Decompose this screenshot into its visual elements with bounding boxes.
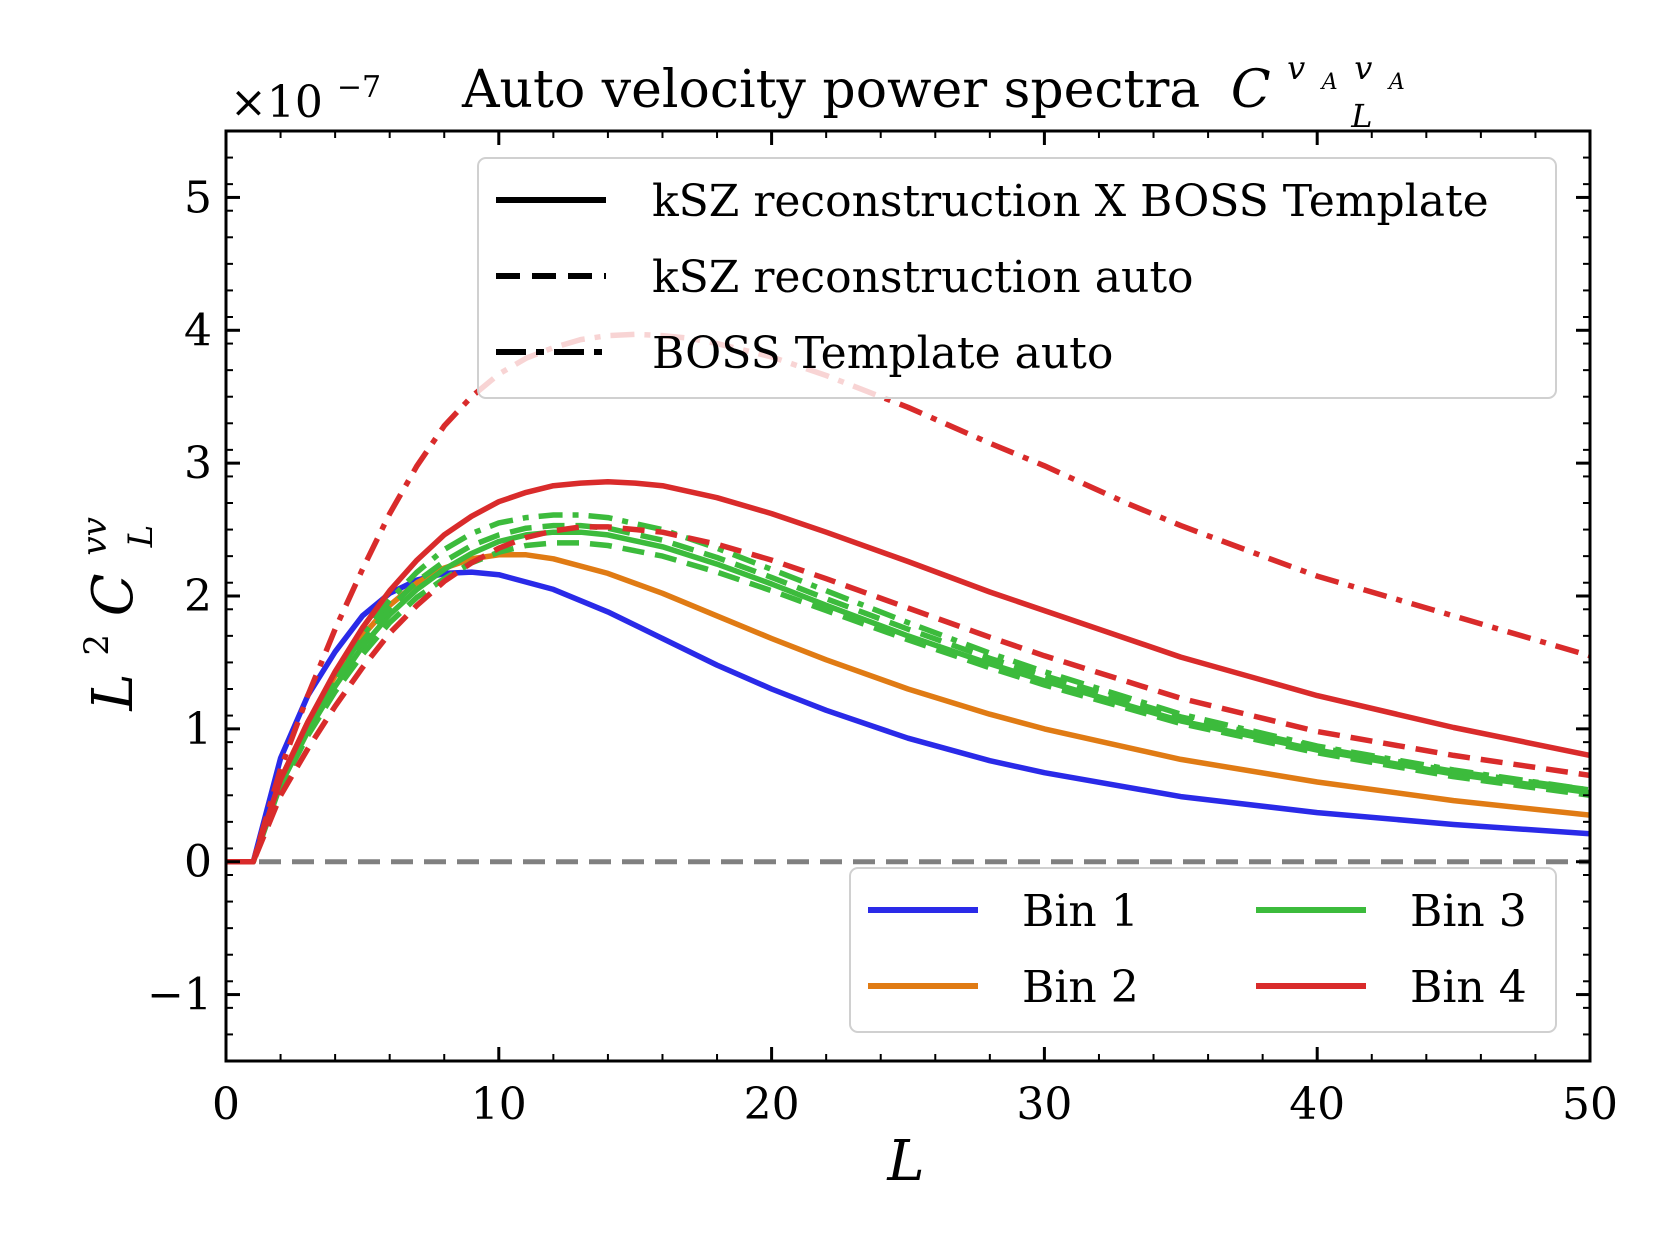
y-tick-label: 5 <box>184 172 212 223</box>
bin-legend-label-bin4: Bin 4 <box>1410 962 1527 1013</box>
ylabel-base2: C <box>81 573 146 616</box>
y-tick-label: −1 <box>147 970 212 1021</box>
x-tick-label: 30 <box>1016 1079 1072 1130</box>
x-tick-label: 10 <box>471 1079 527 1130</box>
series-layer <box>226 331 1590 865</box>
series-line-bin3-dashdot-5 <box>226 512 1590 865</box>
y-offset-text: ×10 −7 <box>230 70 381 128</box>
svg-text:L 2 C: L 2 C vv L <box>55 499 161 711</box>
series-line-bin2-solid-1 <box>226 552 1590 865</box>
series-line-bin3-solid-2 <box>226 529 1590 865</box>
title-math-sub: L <box>1350 97 1372 135</box>
style-legend-label-dashdot: BOSS Template auto <box>652 328 1113 379</box>
chart-title-text: Auto velocity power spectra <box>461 60 1200 120</box>
y-offset-exp: −7 <box>337 70 381 105</box>
title-math-sup-sub: A <box>1320 70 1338 95</box>
ylabel-sub: L <box>121 525 161 549</box>
plot-frame <box>224 129 1592 1063</box>
title-math-sup2-sub: A <box>1387 70 1405 95</box>
y-tick-label: 2 <box>184 571 212 622</box>
title-math-sup: v <box>1287 49 1305 87</box>
ylabel-sup: 2 <box>77 634 117 656</box>
style-legend-box <box>477 157 1557 399</box>
style-legend: kSZ reconstruction X BOSS Template kSZ re… <box>477 157 1557 399</box>
series-line-bin3-dashed-3 <box>226 540 1590 865</box>
x-tick-label: 0 <box>212 1079 240 1130</box>
y-axis-label: L 2 C vv L <box>55 499 161 712</box>
style-legend-label-dashed: kSZ reconstruction auto <box>652 252 1194 303</box>
series-line-bin4-dashed-7 <box>226 524 1590 865</box>
title-math-sup2: v <box>1354 49 1372 87</box>
x-tick-label: 40 <box>1289 1079 1345 1130</box>
title-math-base: C <box>1231 60 1271 120</box>
y-tick-label: 4 <box>184 305 212 356</box>
ylabel-sup2: vv <box>75 517 115 555</box>
series-line-bin4-dashdot-8 <box>226 331 1590 865</box>
bin-legend: Bin 1 Bin 3 Bin 2 Bin 4 <box>849 867 1557 1033</box>
y-tick-label: 1 <box>184 704 212 755</box>
chart-title: Auto velocity power spectra C v A v A L <box>461 32 1421 135</box>
bin-legend-label-bin2: Bin 2 <box>1022 962 1139 1013</box>
y-tick-label: 3 <box>184 438 212 489</box>
ylabel-base: L <box>81 673 146 711</box>
y-offset-prefix: ×10 <box>230 77 323 128</box>
x-axis-label: L <box>886 1129 924 1194</box>
bin-legend-box <box>849 867 1557 1033</box>
bin-legend-label-bin1: Bin 1 <box>1022 886 1139 937</box>
y-tick-label: 0 <box>184 837 212 888</box>
series-line-bin4-solid-6 <box>226 478 1590 865</box>
x-tick-label: 50 <box>1562 1079 1618 1130</box>
bin-legend-label-bin3: Bin 3 <box>1410 886 1527 937</box>
x-tick-label: 20 <box>744 1079 800 1130</box>
style-legend-label-solid: kSZ reconstruction X BOSS Template <box>652 176 1489 227</box>
series-line-bin1-solid-0 <box>226 569 1590 865</box>
